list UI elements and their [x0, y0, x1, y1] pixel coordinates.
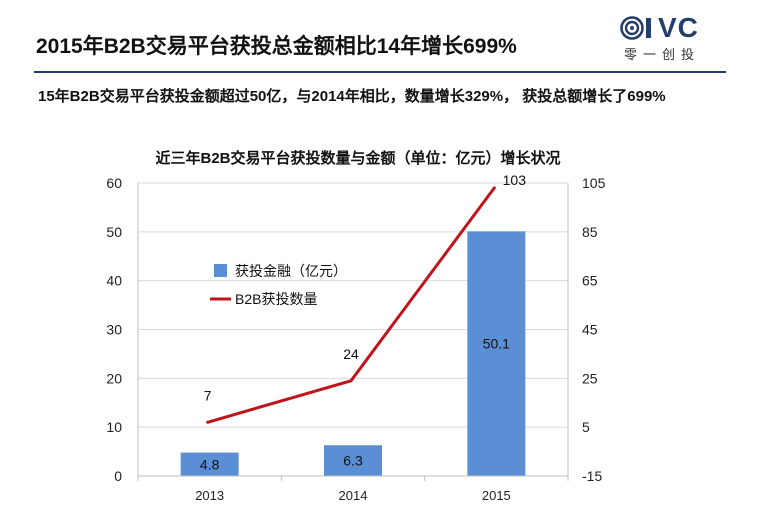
y-right-tick-label: 25 [582, 370, 598, 386]
logo-wordmark: VC [658, 12, 699, 43]
bar-2014 [324, 445, 382, 476]
y-left-tick-label: 60 [106, 175, 122, 191]
y-right-tick-label: 85 [582, 224, 598, 240]
brand-logo: VC 零一创投 [620, 12, 730, 62]
y-right-tick-label: 45 [582, 322, 598, 338]
y-right-tick-label: -15 [582, 468, 602, 484]
x-tick-label: 2013 [195, 488, 224, 503]
y-left-tick-label: 40 [106, 273, 122, 289]
line-point-2014 [349, 379, 353, 383]
bar-2015 [467, 231, 526, 476]
logo-circles-icon [620, 16, 651, 40]
line-data-label: 7 [204, 387, 212, 403]
bar-data-label: 50.1 [483, 336, 510, 352]
logo-subtitle: 零一创投 [624, 47, 701, 62]
y-right-tick-label: 65 [582, 273, 598, 289]
y-left-tick-label: 50 [106, 224, 122, 240]
x-tick-label: 2015 [482, 488, 511, 503]
bar-data-label: 4.8 [200, 456, 220, 472]
y-left-tick-label: 30 [106, 322, 122, 338]
x-tick-label: 2014 [339, 488, 368, 503]
y-right-tick-label: 105 [582, 175, 606, 191]
y-right-tick-label: 5 [582, 419, 590, 435]
line-data-label: 24 [343, 346, 359, 362]
title-divider [34, 71, 726, 73]
legend-bar-label: 获投金融（亿元） [235, 263, 347, 279]
bar-2013 [180, 452, 239, 476]
y-left-tick-label: 0 [114, 468, 122, 484]
legend-line-label: B2B获投数量 [235, 291, 317, 307]
summary-text: 15年B2B交易平台获投金额超过50亿，与2014年相比，数量增长329%， 获… [38, 88, 666, 105]
line-point-2013 [206, 420, 210, 424]
y-left-tick-label: 20 [106, 370, 122, 386]
chart-title: 近三年B2B交易平台获投数量与金额（单位：亿元）增长状况 [155, 149, 560, 167]
page-title: 2015年B2B交易平台获投总金额相比14年增长699% [36, 35, 517, 58]
legend-bar-swatch [214, 264, 227, 277]
line-data-label: 103 [503, 172, 527, 188]
bar-data-label: 6.3 [343, 453, 363, 469]
y-left-tick-label: 10 [106, 419, 122, 435]
line-point-2015 [492, 186, 496, 190]
